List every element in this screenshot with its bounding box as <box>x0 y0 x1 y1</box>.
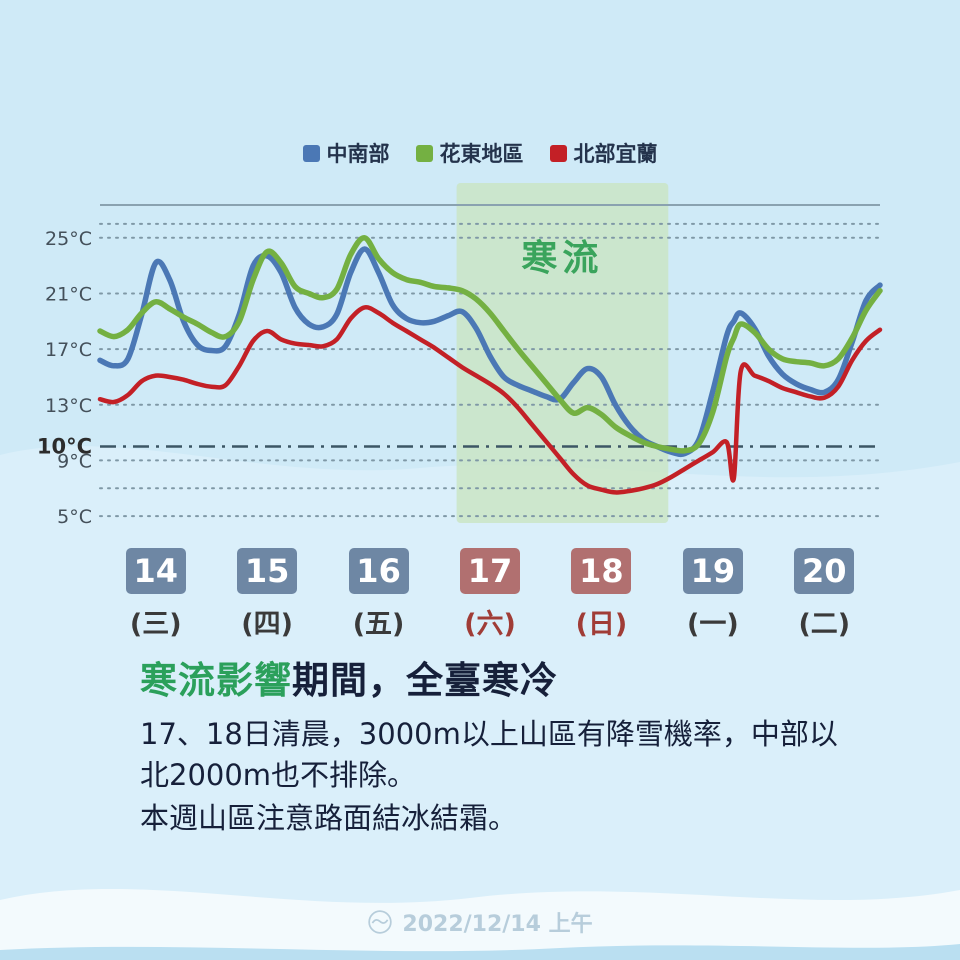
legend-swatch-blue-icon <box>302 144 320 162</box>
temperature-line-chart: 25°C 21°C 17°C 13°C 10°C9°C 5°C 寒流 <box>37 183 883 528</box>
legend-label-central-south: 中南部 <box>326 142 390 166</box>
y-tick-label: 25°C <box>45 228 92 250</box>
day-number-box: 16 <box>348 548 409 594</box>
legend-item-north: 北部宜蘭 <box>549 138 658 168</box>
day-number-box: 15 <box>237 548 298 594</box>
timestamp: 2022/12/14 上午 <box>402 912 593 937</box>
cold-wave-band <box>456 183 669 523</box>
day-number-box: 14 <box>125 548 186 594</box>
day-label-18: 18 (日) <box>571 548 632 641</box>
day-label-16: 16 (五) <box>348 548 409 641</box>
day-label-20: 20 (二) <box>794 548 855 641</box>
series-line-2 <box>97 305 883 495</box>
legend: 中南部 花東地區 北部宜蘭 <box>0 138 960 168</box>
caption-block: 寒流影響期間，全臺寒冷 17、18日清晨，3000m以上山區有降雪機率，中部以北… <box>140 650 852 840</box>
bottom-wave-shape <box>0 944 960 960</box>
day-number-box: 20 <box>794 548 855 594</box>
footer: 2022/12/14 上午 <box>0 906 960 938</box>
y-tick-label: 9°C <box>57 450 92 472</box>
caption-title: 寒流影響期間，全臺寒冷 <box>140 650 852 704</box>
y-tick-label: 13°C <box>45 395 92 417</box>
y-tick-label: 10°C <box>37 435 92 459</box>
cold-wave-label: 寒流 <box>521 238 603 279</box>
day-number-box: 18 <box>571 548 632 594</box>
x-axis-day-labels: 14 (三) 15 (四) 16 (五) 17 (六) 18 (日) 19 (一… <box>100 548 880 641</box>
day-label-14: 14 (三) <box>125 548 186 641</box>
day-weekday-label: (四) <box>241 609 293 640</box>
y-tick-label: 5°C <box>57 506 92 528</box>
day-number-box: 19 <box>682 548 743 594</box>
legend-swatch-green-icon <box>415 144 433 162</box>
legend-item-east: 花東地區 <box>415 138 524 168</box>
white-wave-shape <box>0 888 960 960</box>
legend-label-east: 花東地區 <box>439 142 524 166</box>
day-weekday-label: (二) <box>798 609 851 640</box>
day-label-17: 17 (六) <box>459 548 520 641</box>
legend-item-central-south: 中南部 <box>302 138 390 168</box>
day-weekday-label: (一) <box>687 609 739 640</box>
y-tick-label: 17°C <box>45 339 92 361</box>
day-weekday-label: (日) <box>575 609 628 640</box>
series-line-1 <box>97 235 883 454</box>
caption-title-highlight: 寒流影響 <box>140 659 292 702</box>
caption-title-rest: 期間，全臺寒冷 <box>292 659 558 702</box>
caption-body-line-2: 本週山區注意路面結冰結霜。 <box>140 801 518 836</box>
day-weekday-label: (三) <box>129 609 182 640</box>
legend-swatch-red-icon <box>549 144 567 162</box>
day-number-box: 17 <box>459 548 520 594</box>
cwb-logo-icon <box>368 910 393 934</box>
legend-label-north: 北部宜蘭 <box>573 142 658 166</box>
day-weekday-label: (六) <box>464 609 516 640</box>
day-weekday-label: (五) <box>352 609 405 640</box>
y-tick-label: 21°C <box>45 284 92 306</box>
day-label-19: 19 (一) <box>682 548 743 641</box>
caption-body-line-1: 17、18日清晨，3000m以上山區有降雪機率，中部以北2000m也不排除。 <box>140 717 838 793</box>
day-label-15: 15 (四) <box>237 548 298 641</box>
